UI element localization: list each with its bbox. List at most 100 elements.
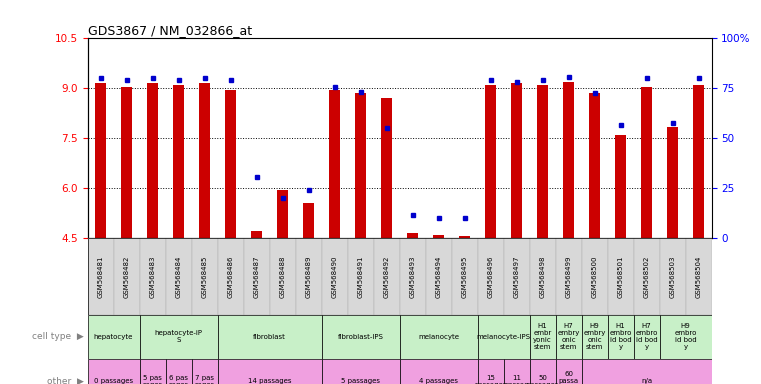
Text: 11
passag: 11 passag: [505, 375, 529, 384]
Text: H7
embro
id bod
y: H7 embro id bod y: [635, 323, 658, 351]
Text: GSM568499: GSM568499: [565, 255, 572, 298]
Bar: [173, 85, 184, 238]
Bar: [199, 83, 210, 238]
Bar: [530, 315, 556, 359]
Text: GSM568481: GSM568481: [97, 255, 103, 298]
Text: 14 passages: 14 passages: [248, 378, 291, 384]
Bar: [504, 359, 530, 384]
Bar: [218, 315, 322, 359]
Bar: [511, 83, 522, 238]
Bar: [581, 238, 607, 315]
Bar: [660, 315, 712, 359]
Bar: [400, 238, 425, 315]
Bar: [400, 315, 478, 359]
Text: GSM568489: GSM568489: [305, 255, 311, 298]
Text: GSM568492: GSM568492: [384, 255, 390, 298]
Bar: [530, 238, 556, 315]
Bar: [530, 359, 556, 384]
Text: GSM568487: GSM568487: [253, 255, 260, 298]
Bar: [556, 315, 581, 359]
Text: 5 passages: 5 passages: [341, 378, 380, 384]
Text: 7 pas
sages: 7 pas sages: [195, 375, 215, 384]
Text: GSM568495: GSM568495: [461, 255, 467, 298]
Bar: [166, 359, 192, 384]
Text: GSM568488: GSM568488: [279, 255, 285, 298]
Bar: [121, 87, 132, 238]
Bar: [218, 238, 244, 315]
Text: GSM568483: GSM568483: [149, 255, 155, 298]
Bar: [322, 359, 400, 384]
Text: hepatocyte-iP
S: hepatocyte-iP S: [154, 331, 202, 343]
Text: H1
embro
id bod
y: H1 embro id bod y: [610, 323, 632, 351]
Bar: [478, 359, 504, 384]
Bar: [451, 238, 478, 315]
Bar: [322, 238, 348, 315]
Text: melanocyte: melanocyte: [418, 334, 459, 340]
Bar: [581, 359, 712, 384]
Text: 15
passages: 15 passages: [474, 375, 507, 384]
Text: fibroblast: fibroblast: [253, 334, 286, 340]
Bar: [329, 90, 340, 238]
Bar: [295, 238, 322, 315]
Bar: [244, 238, 269, 315]
Bar: [556, 359, 581, 384]
Bar: [94, 83, 107, 238]
Bar: [224, 90, 237, 238]
Bar: [139, 238, 166, 315]
Bar: [459, 237, 470, 238]
Text: 50
passages: 50 passages: [527, 375, 559, 384]
Text: H9
embro
id bod
y: H9 embro id bod y: [674, 323, 697, 351]
Text: H1
embr
yonic
stem: H1 embr yonic stem: [533, 323, 552, 351]
Bar: [693, 85, 705, 238]
Text: GSM568504: GSM568504: [696, 255, 702, 298]
Bar: [589, 93, 600, 238]
Text: GSM568503: GSM568503: [670, 255, 676, 298]
Bar: [139, 315, 218, 359]
Text: GSM568490: GSM568490: [332, 255, 338, 298]
Bar: [607, 238, 634, 315]
Text: GSM568497: GSM568497: [514, 255, 520, 298]
Text: GSM568493: GSM568493: [409, 255, 416, 298]
Text: 6 pas
sages: 6 pas sages: [168, 375, 189, 384]
Bar: [192, 359, 218, 384]
Text: other  ▶: other ▶: [47, 377, 84, 384]
Bar: [166, 238, 192, 315]
Bar: [406, 233, 419, 238]
Bar: [269, 238, 295, 315]
Bar: [322, 315, 400, 359]
Bar: [667, 127, 678, 238]
Text: 4 passages: 4 passages: [419, 378, 458, 384]
Text: cell type  ▶: cell type ▶: [32, 333, 84, 341]
Bar: [250, 232, 263, 238]
Bar: [562, 82, 575, 238]
Bar: [607, 315, 634, 359]
Bar: [277, 190, 288, 238]
Text: GSM568482: GSM568482: [123, 255, 129, 298]
Text: fibroblast-IPS: fibroblast-IPS: [338, 334, 384, 340]
Text: GDS3867 / NM_032866_at: GDS3867 / NM_032866_at: [88, 24, 252, 37]
Bar: [139, 359, 166, 384]
Bar: [556, 238, 581, 315]
Bar: [88, 359, 139, 384]
Text: H7
embry
onic
stem: H7 embry onic stem: [557, 323, 580, 351]
Bar: [686, 238, 712, 315]
Bar: [355, 93, 366, 238]
Bar: [537, 85, 549, 238]
Bar: [478, 238, 504, 315]
Bar: [88, 315, 139, 359]
Bar: [88, 238, 113, 315]
Text: H9
embry
onic
stem: H9 embry onic stem: [584, 323, 606, 351]
Text: GSM568491: GSM568491: [358, 255, 364, 298]
Text: GSM568502: GSM568502: [644, 255, 650, 298]
Bar: [400, 359, 478, 384]
Bar: [348, 238, 374, 315]
Bar: [147, 83, 158, 238]
Text: GSM568501: GSM568501: [617, 255, 623, 298]
Text: GSM568486: GSM568486: [228, 255, 234, 298]
Text: 60
passa
ges: 60 passa ges: [559, 371, 578, 384]
Text: GSM568496: GSM568496: [488, 255, 494, 298]
Bar: [660, 238, 686, 315]
Text: GSM568485: GSM568485: [202, 255, 208, 298]
Bar: [192, 238, 218, 315]
Text: melanocyte-IPS: melanocyte-IPS: [476, 334, 530, 340]
